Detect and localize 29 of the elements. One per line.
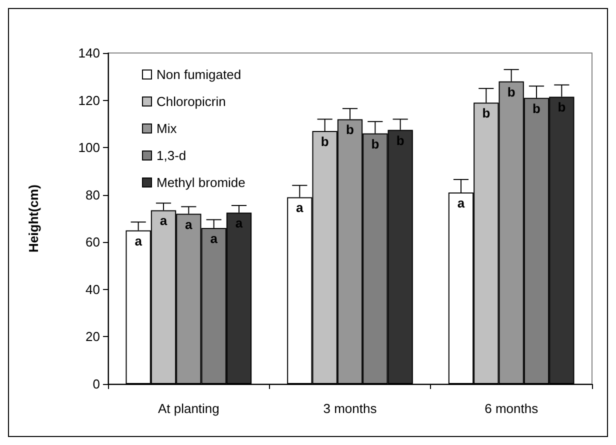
y-tick-label: 100 [78, 140, 100, 156]
data-label: b [371, 136, 380, 152]
data-label: a [160, 213, 168, 228]
y-tick-label: 40 [86, 282, 100, 297]
data-label: a [210, 230, 218, 246]
y-tick-label: 60 [86, 234, 100, 250]
data-label: b [507, 84, 516, 100]
data-label: a [296, 200, 304, 216]
legend-label: Chloropicrin [156, 94, 226, 109]
x-tick-label: 6 months [484, 401, 539, 416]
y-tick-label: 0 [92, 376, 100, 392]
data-label: b [532, 100, 541, 116]
data-label: b [482, 106, 490, 121]
data-label: a [185, 216, 194, 232]
data-label: a [134, 233, 143, 248]
legend-label: Methyl bromide [156, 175, 246, 190]
x-tick-label: At planting [158, 401, 220, 416]
legend-label: Mix [156, 121, 178, 136]
data-label: b [320, 134, 329, 150]
data-label: b [346, 122, 354, 138]
y-axis-title: Height(cm) [26, 184, 41, 252]
y-tick-label: 120 [78, 92, 100, 108]
data-label: a [457, 195, 466, 210]
x-tick-label: 3 months [323, 401, 378, 416]
y-tick-label: 80 [86, 187, 100, 202]
y-tick-label: 20 [86, 329, 100, 344]
legend-label: Non fumigated [156, 67, 242, 82]
legend-label: 1,3-d [156, 148, 186, 163]
y-tick-label: 140 [78, 46, 100, 60]
